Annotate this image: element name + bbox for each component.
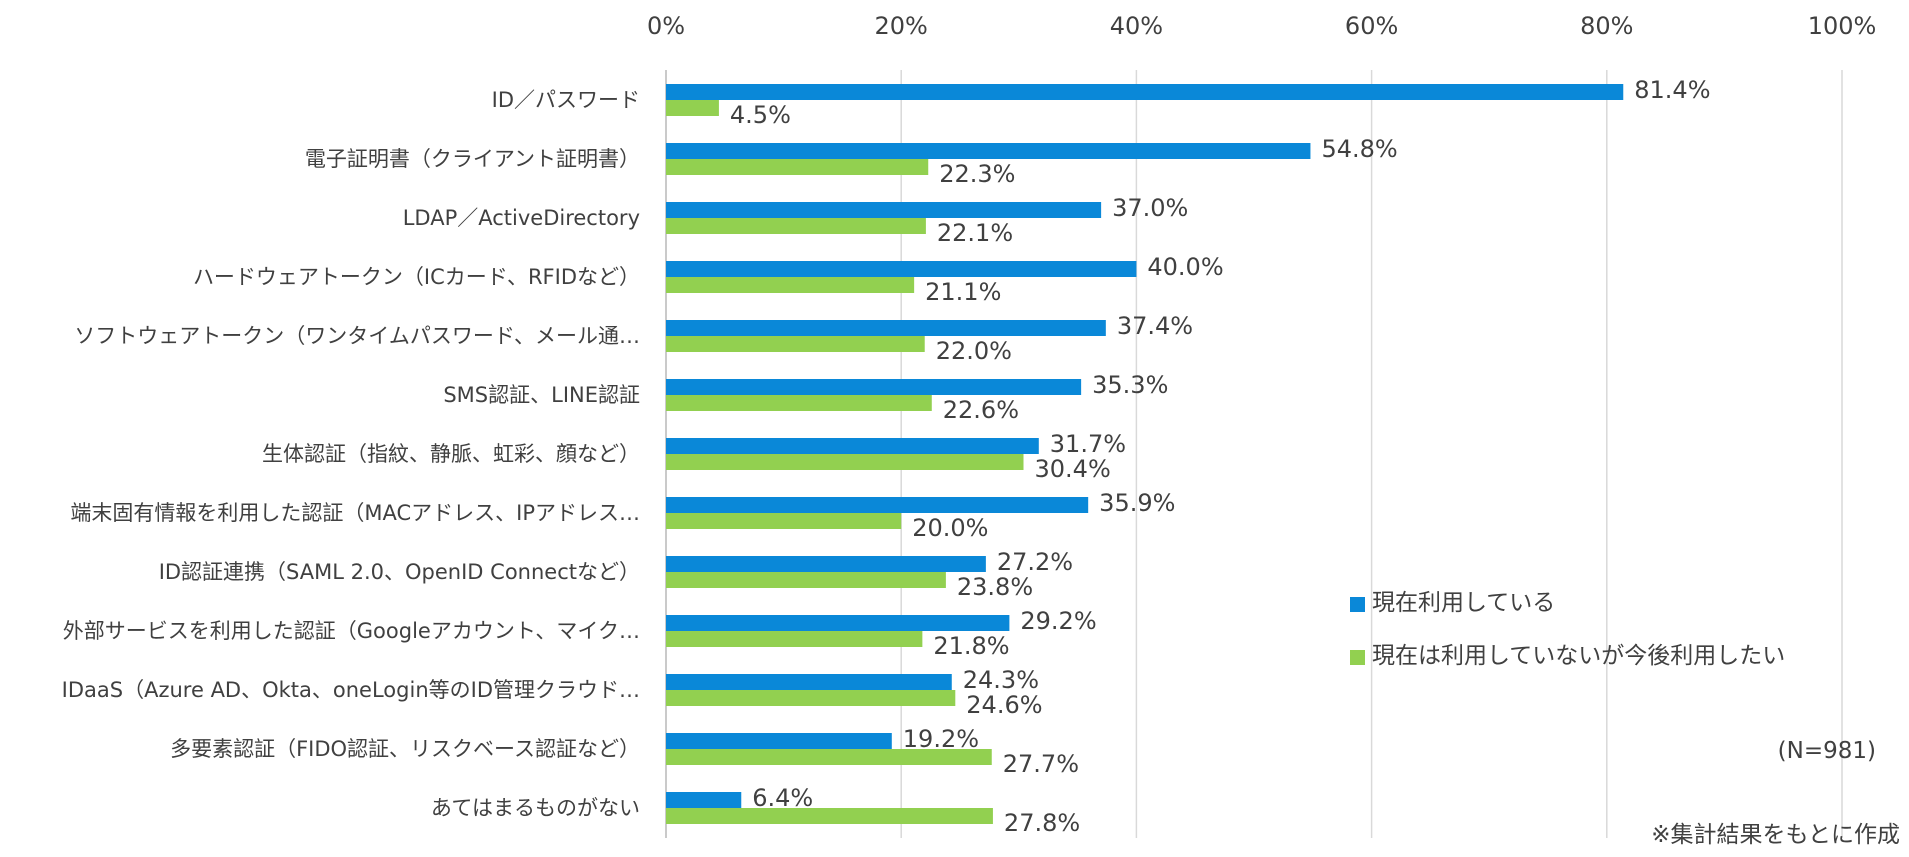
- x-tick-label: 60%: [1345, 12, 1398, 40]
- data-labels: 81.4% 4.5% 54.8% 22.3% 37.0% 22.1% 40.0% 21.1% 3…: [730, 76, 1711, 837]
- bar-current: [666, 733, 892, 749]
- bar-future: [666, 395, 932, 411]
- bar-future: [666, 336, 925, 352]
- category-label: ハードウェアトークン（ICカード、RFIDなど）: [193, 265, 640, 289]
- data-label-current: 54.8%: [1321, 135, 1397, 163]
- bar-current: [666, 84, 1624, 100]
- data-label-future: 22.1%: [937, 219, 1013, 247]
- category-label: あてはまるものがない: [431, 796, 640, 820]
- bar-future: [666, 100, 719, 116]
- bar-future: [666, 218, 926, 234]
- category-label: LDAP／ActiveDirectory: [403, 206, 640, 230]
- category-label: 生体認証（指紋、静脈、虹彩、顔など）: [262, 442, 640, 466]
- x-tick-label: 20%: [875, 12, 928, 40]
- data-label-current: 24.3%: [963, 666, 1039, 694]
- data-label-future: 20.0%: [912, 514, 988, 542]
- x-tick-label: 40%: [1110, 12, 1163, 40]
- data-label-current: 27.2%: [997, 548, 1073, 576]
- data-label-future: 22.6%: [943, 396, 1019, 424]
- data-label-future: 27.8%: [1004, 809, 1080, 837]
- bar-future: [666, 631, 923, 647]
- bar-future: [666, 277, 915, 293]
- x-tick-label: 0%: [647, 12, 685, 40]
- legend-label-current: 現在利用している: [1372, 590, 1555, 616]
- data-label-current: 6.4%: [752, 784, 813, 812]
- bar-current: [666, 792, 742, 808]
- data-label-current: 29.2%: [1020, 607, 1096, 635]
- bar-future: [666, 690, 956, 706]
- category-label: 多要素認証（FIDO認証、リスクベース認証など）: [170, 737, 640, 761]
- data-label-future: 21.8%: [933, 632, 1009, 660]
- legend-label-future: 現在は利用していないが今後利用したい: [1372, 643, 1785, 669]
- data-label-current: 19.2%: [903, 725, 979, 753]
- category-label: SMS認証、LINE認証: [443, 383, 640, 407]
- data-label-future: 22.0%: [936, 337, 1012, 365]
- bar-current: [666, 202, 1102, 218]
- data-label-current: 37.0%: [1112, 194, 1188, 222]
- data-label-current: 31.7%: [1050, 430, 1126, 458]
- category-label: 電子証明書（クライアント証明書）: [305, 147, 640, 171]
- data-label-future: 4.5%: [730, 101, 791, 129]
- bar-current: [666, 674, 952, 690]
- source-note: ※集計結果をもとに作成: [1651, 822, 1900, 848]
- bar-current: [666, 379, 1082, 395]
- bars: [666, 84, 1624, 824]
- sample-size-note: (N=981): [1778, 738, 1876, 764]
- data-label-future: 21.1%: [925, 278, 1001, 306]
- data-label-future: 30.4%: [1035, 455, 1111, 483]
- bar-future: [666, 749, 992, 765]
- category-label: ID／パスワード: [492, 88, 640, 112]
- bar-future: [666, 808, 993, 824]
- data-label-current: 37.4%: [1117, 312, 1193, 340]
- legend-swatch-current: [1350, 597, 1365, 612]
- data-label-current: 81.4%: [1634, 76, 1710, 104]
- data-label-future: 22.3%: [939, 160, 1015, 188]
- category-label: 外部サービスを利用した認証（Googleアカウント、マイク…: [63, 619, 640, 643]
- category-label: IDaaS（Azure AD、Okta、oneLogin等のID管理クラウド…: [62, 678, 640, 702]
- bar-current: [666, 438, 1039, 454]
- x-axis: 0% 20% 40% 60% 80% 100%: [647, 12, 1876, 838]
- category-label: 端末固有情報を利用した認証（MACアドレス、IPアドレス…: [70, 501, 640, 525]
- category-label: ソフトウェアトークン（ワンタイムパスワード、メール通…: [74, 324, 640, 348]
- data-label-future: 27.7%: [1003, 750, 1079, 778]
- bar-current: [666, 615, 1010, 631]
- bar-current: [666, 497, 1089, 513]
- category-label: ID認証連携（SAML 2.0、OpenID Connectなど）: [159, 560, 640, 584]
- legend-swatch-future: [1350, 650, 1365, 665]
- bar-current: [666, 556, 986, 572]
- data-label-future: 23.8%: [957, 573, 1033, 601]
- data-label-current: 40.0%: [1147, 253, 1223, 281]
- bar-future: [666, 159, 929, 175]
- bar-current: [666, 320, 1106, 336]
- x-tick-label: 80%: [1580, 12, 1633, 40]
- data-label-current: 35.9%: [1099, 489, 1175, 517]
- data-label-current: 35.3%: [1092, 371, 1168, 399]
- bar-future: [666, 572, 946, 588]
- data-label-future: 24.6%: [966, 691, 1042, 719]
- bar-current: [666, 261, 1137, 277]
- legend: 現在利用している 現在は利用していないが今後利用したい: [1350, 590, 1785, 669]
- bar-future: [666, 454, 1024, 470]
- bar-future: [666, 513, 902, 529]
- bar-current: [666, 143, 1311, 159]
- x-tick-label: 100%: [1808, 12, 1877, 40]
